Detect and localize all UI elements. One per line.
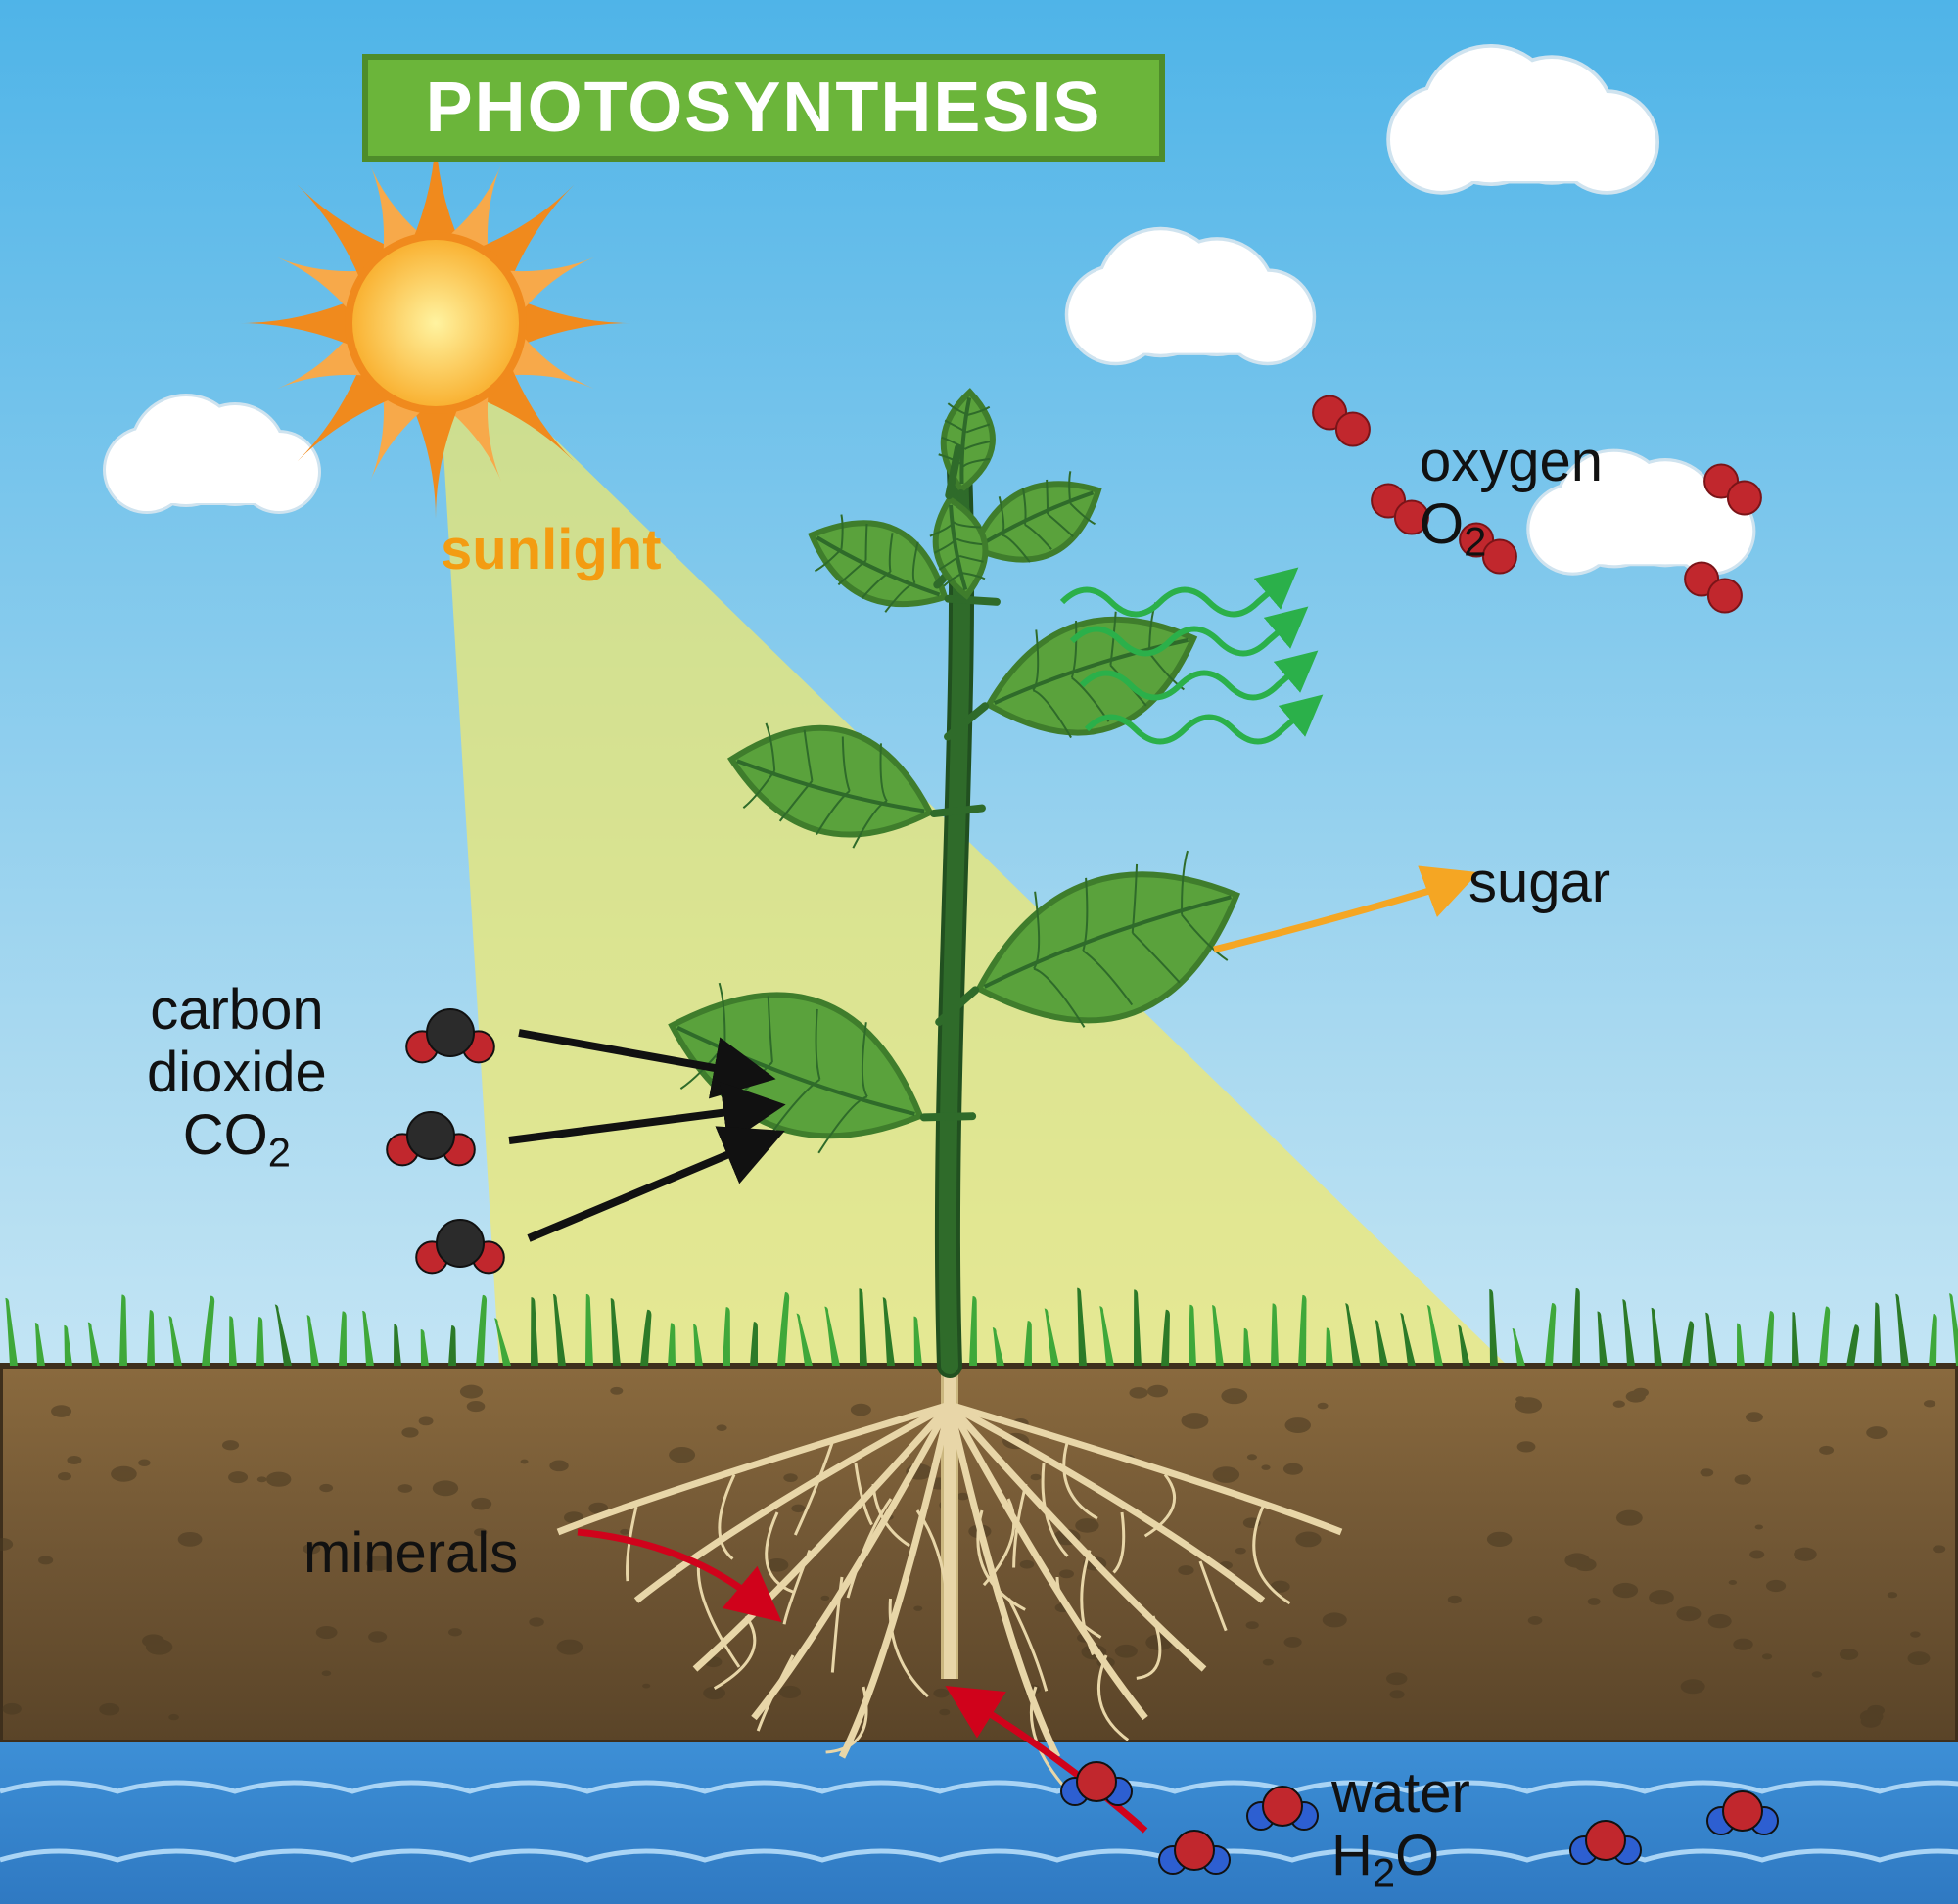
diagram-title: PHOTOSYNTHESIS xyxy=(362,54,1165,162)
sugar-label: sugar xyxy=(1468,852,1610,914)
co2-formula: CO2 xyxy=(147,1104,327,1176)
title-text: PHOTOSYNTHESIS xyxy=(426,68,1102,148)
oxygen-label: oxygen O2 xyxy=(1420,431,1603,564)
water-formula: H2O xyxy=(1331,1825,1470,1896)
water-layer xyxy=(0,1742,1958,1904)
minerals-label: minerals xyxy=(303,1522,518,1585)
sun-icon xyxy=(240,127,631,519)
oxygen-formula: O2 xyxy=(1420,493,1603,565)
co2-label: carbon dioxide CO2 xyxy=(147,979,327,1175)
photosynthesis-diagram xyxy=(0,0,1958,1904)
water-label: water H2O xyxy=(1331,1762,1470,1895)
sunlight-label: sunlight xyxy=(441,519,662,581)
